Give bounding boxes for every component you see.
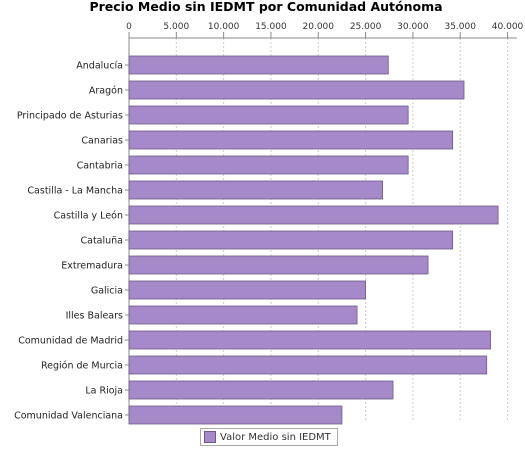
legend-swatch [204,431,216,443]
bar [128,155,409,175]
tick-label: 15.000 [255,22,287,32]
category-label: Comunidad Valenciana [14,411,123,422]
category-label: Castilla y León [54,211,123,222]
bar [128,280,366,300]
bar [128,80,465,100]
x-axis-ticks: 0 5.000 10.000 15.000 20.000 25.000 30.000 35.0… [126,22,524,38]
bar [128,105,409,125]
category-label: Cantabria [77,161,123,172]
tick-label: 5.000 [163,22,189,32]
bar [128,180,384,200]
bar [128,130,454,150]
tick-label: 20.000 [303,22,335,32]
bar [128,405,343,425]
bar [128,330,491,350]
category-label: Extremadura [61,261,123,272]
tick-label: 25.000 [350,22,382,32]
category-label: Illes Balears [66,311,123,322]
bars [128,55,499,425]
category-labels: Andalucía Aragón Principado de Asturias Can… [14,61,129,422]
bar [128,205,499,225]
bar [128,55,389,75]
tick-label: 0 [126,22,132,32]
bar [128,230,454,250]
chart-title: Precio Medio sin IEDMT por Comunidad Aut… [89,0,442,14]
category-label: Comunidad de Madrid [18,336,123,347]
category-label: Aragón [89,86,123,97]
bar [128,255,429,275]
tick-label: 35.000 [444,22,476,32]
tick-label: 10.000 [208,22,240,32]
bar [128,380,394,400]
category-label: Galicia [91,286,123,297]
legend: Valor Medio sin IEDMT [200,428,338,446]
category-label: Región de Murcia [41,361,123,372]
category-label: La Rioja [85,386,123,397]
category-label: Canarias [81,136,123,147]
bar [128,305,358,325]
bar [128,355,488,375]
tick-label: 30.000 [397,22,429,32]
category-label: Castilla - La Mancha [27,186,123,197]
category-label: Principado de Asturias [17,111,123,122]
legend-label: Valor Medio sin IEDMT [220,431,331,443]
tick-label: 40.000 [492,22,524,32]
category-label: Andalucía [76,61,123,72]
category-label: Cataluña [80,236,123,247]
